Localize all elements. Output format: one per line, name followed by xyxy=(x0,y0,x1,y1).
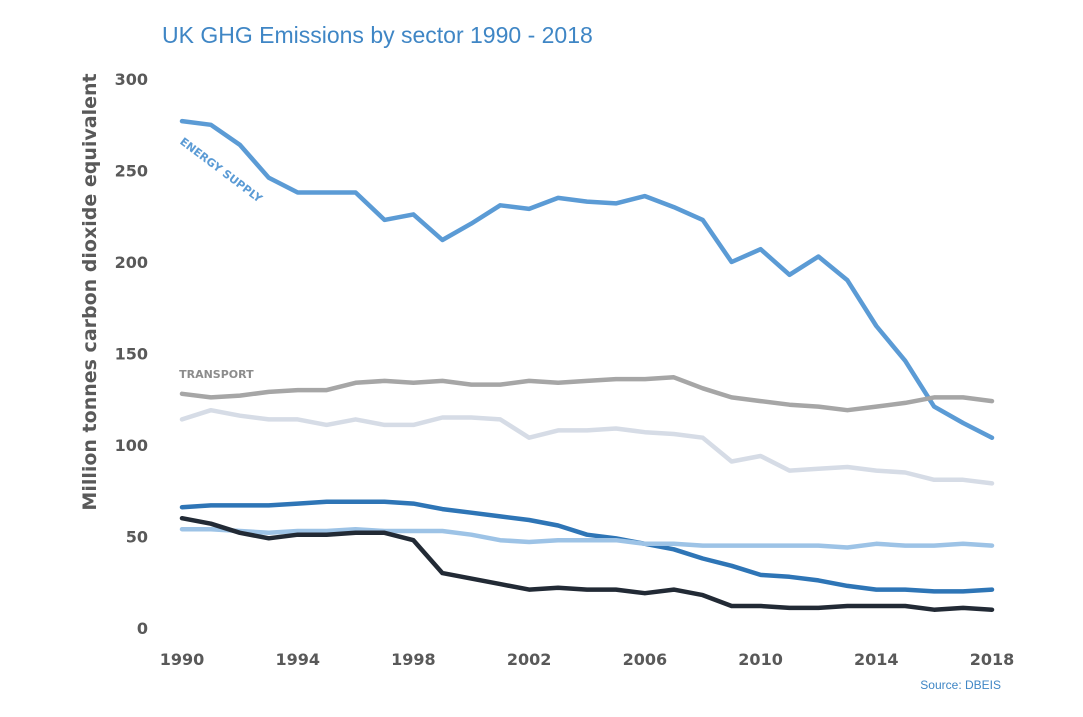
x-tick-label: 2006 xyxy=(623,650,668,669)
x-axis-ticks: 1990 1994 1998 2002 2006 2010 2014 2018 xyxy=(160,650,1015,669)
source-note: Source: DBEIS xyxy=(920,678,1001,692)
y-tick-label: 200 xyxy=(115,253,148,272)
series-line-4 xyxy=(179,499,995,594)
y-tick-label: 300 xyxy=(115,70,148,89)
series-line-3 xyxy=(179,407,995,486)
y-tick-label: 150 xyxy=(115,345,148,364)
y-tick-label: 0 xyxy=(137,619,148,638)
y-tick-label: 50 xyxy=(126,528,148,547)
x-tick-label: 1994 xyxy=(275,650,320,669)
x-tick-label: 1990 xyxy=(160,650,205,669)
series-line-5 xyxy=(179,526,995,550)
y-tick-label: 250 xyxy=(115,162,148,181)
series-line-6 xyxy=(179,515,995,612)
series-lines xyxy=(179,118,995,612)
y-axis-ticks: 0 50 100 150 200 250 300 xyxy=(115,70,148,638)
energy-supply-annotation: ENERGY SUPPLY xyxy=(177,135,265,206)
x-tick-label: 2014 xyxy=(854,650,899,669)
series-line-1 xyxy=(179,118,995,440)
x-tick-label: 2010 xyxy=(738,650,783,669)
x-tick-label: 2002 xyxy=(507,650,552,669)
x-tick-label: 2018 xyxy=(970,650,1015,669)
chart-title: UK GHG Emissions by sector 1990 - 2018 xyxy=(162,22,593,48)
series-line-2 xyxy=(179,375,995,413)
x-tick-label: 1998 xyxy=(391,650,436,669)
transport-annotation: TRANSPORT xyxy=(179,368,254,381)
y-tick-label: 100 xyxy=(115,436,148,455)
series-annotations: ENERGY SUPPLY TRANSPORT xyxy=(177,135,265,381)
